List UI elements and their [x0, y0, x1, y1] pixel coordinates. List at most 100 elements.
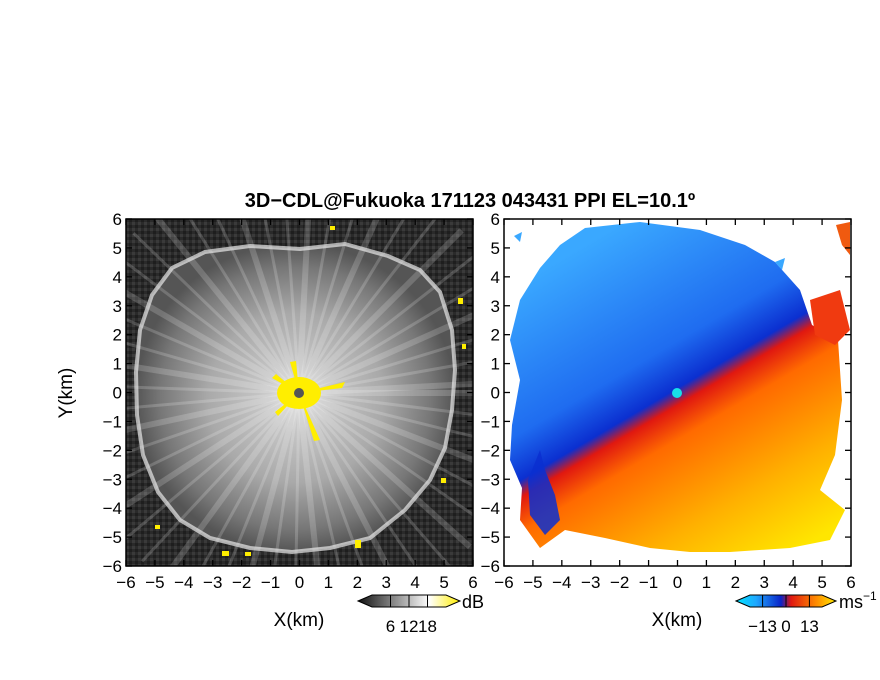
velocity-ytick-label: 3 [491, 297, 500, 316]
reflectivity-streak [188, 219, 301, 394]
reflectivity-xtick-label: −4 [174, 573, 193, 592]
velocity-xtick-label: 4 [788, 573, 797, 592]
velocity-ytick-label: −3 [481, 470, 500, 489]
reflectivity-ytick-label: −4 [103, 499, 122, 518]
radar-origin-marker [294, 388, 304, 398]
reflectivity-ytick-label: −1 [103, 412, 122, 431]
reflectivity-streak [297, 219, 332, 394]
reflectivity-streak [263, 219, 301, 394]
reflectivity-xtick-label: 1 [324, 573, 333, 592]
figure-title: 3D−CDL@Fukuoka 171123 043431 PPI EL=10.1… [245, 190, 695, 212]
reflectivity-streak [249, 392, 302, 566]
reflectivity-streak [141, 391, 301, 563]
velocity-ytick-label: −1 [481, 412, 500, 431]
velocity-ytick-label: −6 [481, 557, 500, 576]
velocity-panel [503, 218, 852, 567]
velocity-ytick-label: −5 [481, 528, 500, 547]
reflectivity-xtick-label: −1 [261, 573, 280, 592]
velocity-colorbar-tick-label: 13 [800, 617, 819, 636]
reflectivity-streak [126, 391, 300, 541]
velocity-red-edge [836, 222, 850, 255]
reflectivity-streak [298, 255, 473, 395]
reflectivity-streak [227, 392, 301, 566]
reflectivity-streak [297, 392, 418, 566]
reflectivity-streak [298, 391, 473, 438]
reflectivity-streak [297, 219, 406, 394]
reflectivity-streak [296, 390, 472, 550]
reflectivity-echo-edge [133, 241, 458, 555]
velocity-ytick-label: 4 [491, 268, 500, 287]
reflectivity-streak [239, 219, 302, 394]
reflectivity-ytick-label: −6 [103, 557, 122, 576]
reflectivity-streak [126, 390, 300, 433]
reflectivity-streak [126, 289, 301, 396]
reflectivity-ytick-label: 6 [113, 210, 122, 229]
reflectivity-streak [298, 380, 473, 396]
reflectivity-ytick-label: 2 [113, 326, 122, 345]
velocity-colorbar-tick-label: −13 [748, 617, 777, 636]
reflectivity-streak [298, 286, 473, 395]
reflectivity-ytick-label: −5 [103, 528, 122, 547]
reflectivity-panel [125, 218, 474, 567]
velocity-colorbar: −13 0 13 ms−1 [734, 589, 877, 636]
reflectivity-streak [273, 392, 301, 566]
reflectivity-streak [126, 385, 300, 395]
velocity-xtick-label: 2 [731, 573, 740, 592]
reflectivity-ytick-label: 0 [113, 384, 122, 403]
reflectivity-streak [298, 391, 473, 416]
velocity-origin-marker [672, 388, 682, 398]
reflectivity-streak [126, 391, 300, 410]
reflectivity-streak [296, 392, 321, 566]
reflectivity-colorbar-tick-label: 6 [386, 617, 395, 636]
reflectivity-ytick-label: −2 [103, 441, 122, 460]
reflectivity-radial-streaks [126, 219, 473, 566]
reflectivity-ylabel: Y(km) [56, 368, 77, 419]
velocity-ytick-label: 1 [491, 355, 500, 374]
velocity-ytick-label: −4 [481, 499, 500, 518]
velocity-xlabel: X(km) [652, 610, 703, 631]
reflectivity-streak [126, 391, 300, 455]
velocity-ytick-label: 5 [491, 239, 500, 258]
reflectivity-ytick-label: 1 [113, 355, 122, 374]
velocity-ytick-label: 0 [491, 384, 500, 403]
reflectivity-colorbar-tick-label: 18 [418, 617, 437, 636]
reflectivity-xtick-label: −6 [116, 573, 135, 592]
reflectivity-streak [201, 392, 301, 566]
reflectivity-xtick-label: 2 [353, 573, 362, 592]
reflectivity-streak [297, 392, 341, 566]
reflectivity-xtick-label: 0 [295, 573, 304, 592]
velocity-colorbar-unit: ms−1 [839, 589, 877, 612]
reflectivity-colorbar: 6 12 18 dB [356, 592, 484, 636]
reflectivity-streak [296, 228, 464, 396]
velocity-xtick-label: 0 [673, 573, 682, 592]
reflectivity-xtick-label: 4 [410, 573, 419, 592]
reflectivity-streak [298, 338, 473, 395]
velocity-ytick-label: 2 [491, 326, 500, 345]
reflectivity-xtick-label: 5 [439, 573, 448, 592]
velocity-xtick-label: −3 [581, 573, 600, 592]
reflectivity-streak [126, 317, 300, 395]
velocity-xtick-label: −5 [523, 573, 542, 592]
reflectivity-streak [297, 392, 452, 566]
reflectivity-xtick-label: −3 [203, 573, 222, 592]
reflectivity-streak [126, 362, 300, 396]
reflectivity-streak [297, 219, 354, 394]
reflectivity-streak [285, 219, 301, 394]
velocity-ytick-label: 6 [491, 210, 500, 229]
reflectivity-streak [154, 219, 302, 395]
reflectivity-streak [126, 390, 301, 509]
reflectivity-colorbar-tick-label: 12 [400, 617, 419, 636]
reflectivity-streak [298, 391, 473, 517]
velocity-colorbar-tick-label: 0 [781, 617, 790, 636]
reflectivity-ytick-label: −3 [103, 470, 122, 489]
reflectivity-xtick-label: −2 [232, 573, 251, 592]
velocity-blue-patch [528, 450, 560, 535]
reflectivity-streak [126, 341, 300, 395]
velocity-xtick-label: −4 [552, 573, 571, 592]
reflectivity-xtick-label: 6 [468, 573, 477, 592]
reflectivity-xlabel: X(km) [274, 610, 325, 631]
velocity-xtick-label: 1 [702, 573, 711, 592]
